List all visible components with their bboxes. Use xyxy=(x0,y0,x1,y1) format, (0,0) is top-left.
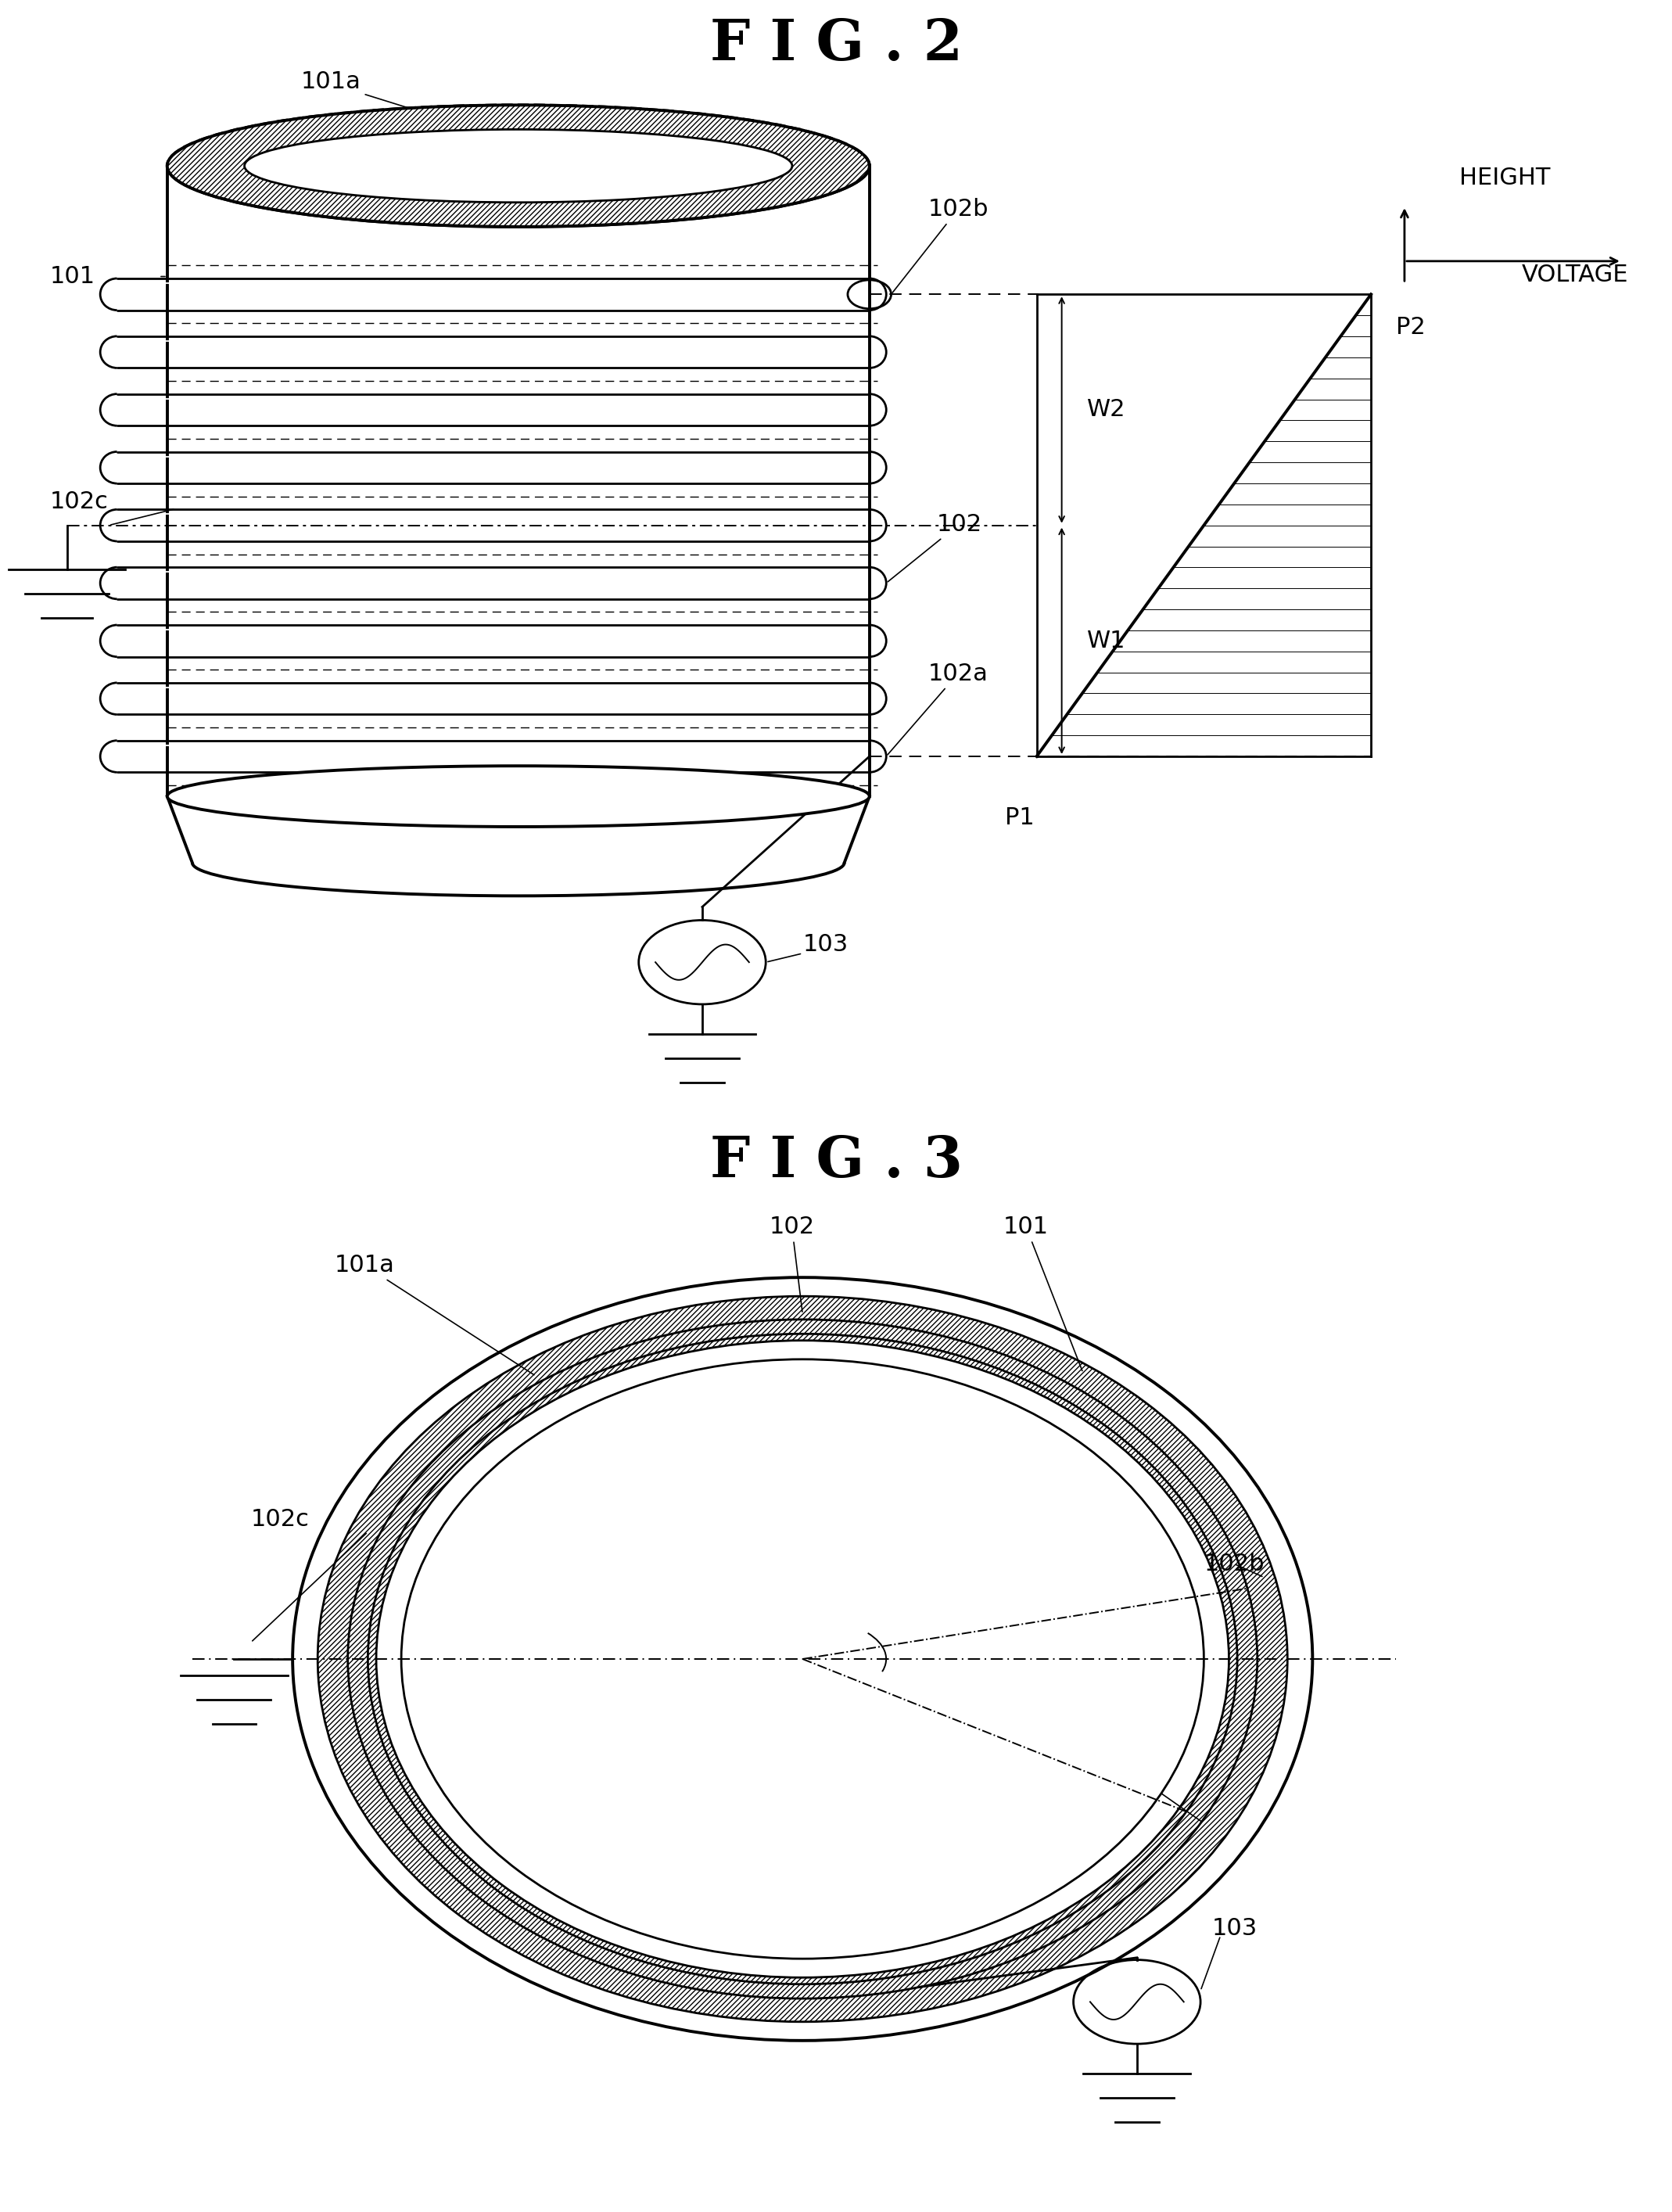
Text: HEIGHT: HEIGHT xyxy=(1460,166,1550,190)
Text: F I G . 3: F I G . 3 xyxy=(709,1133,963,1190)
Text: 103: 103 xyxy=(803,933,848,956)
Ellipse shape xyxy=(244,128,793,201)
Text: F I G . 2: F I G . 2 xyxy=(709,15,963,73)
Text: 102c: 102c xyxy=(251,1509,309,1531)
Ellipse shape xyxy=(401,1358,1204,1960)
Ellipse shape xyxy=(405,1360,1200,1955)
Text: 101: 101 xyxy=(50,265,95,288)
Ellipse shape xyxy=(167,104,869,226)
Text: 102b: 102b xyxy=(1204,1553,1264,1577)
Text: 103: 103 xyxy=(1212,1918,1257,1940)
Ellipse shape xyxy=(376,1340,1229,1978)
Ellipse shape xyxy=(318,1296,1287,2022)
Text: 101a: 101a xyxy=(301,71,433,115)
Text: 101a: 101a xyxy=(334,1254,533,1376)
Text: P1: P1 xyxy=(1005,805,1035,830)
Polygon shape xyxy=(1037,294,1371,757)
Text: 102a: 102a xyxy=(1104,1763,1202,1820)
Text: W1: W1 xyxy=(1087,630,1125,653)
Text: 102a: 102a xyxy=(888,661,988,754)
Text: P2: P2 xyxy=(1396,316,1426,338)
Text: 102b: 102b xyxy=(893,197,988,292)
Text: 102c: 102c xyxy=(50,491,109,513)
Text: 102: 102 xyxy=(888,513,981,582)
Text: 102: 102 xyxy=(769,1214,814,1312)
Text: W2: W2 xyxy=(1087,398,1125,420)
Text: VOLTAGE: VOLTAGE xyxy=(1522,263,1629,285)
Ellipse shape xyxy=(167,765,869,827)
Text: 101: 101 xyxy=(1003,1214,1082,1371)
